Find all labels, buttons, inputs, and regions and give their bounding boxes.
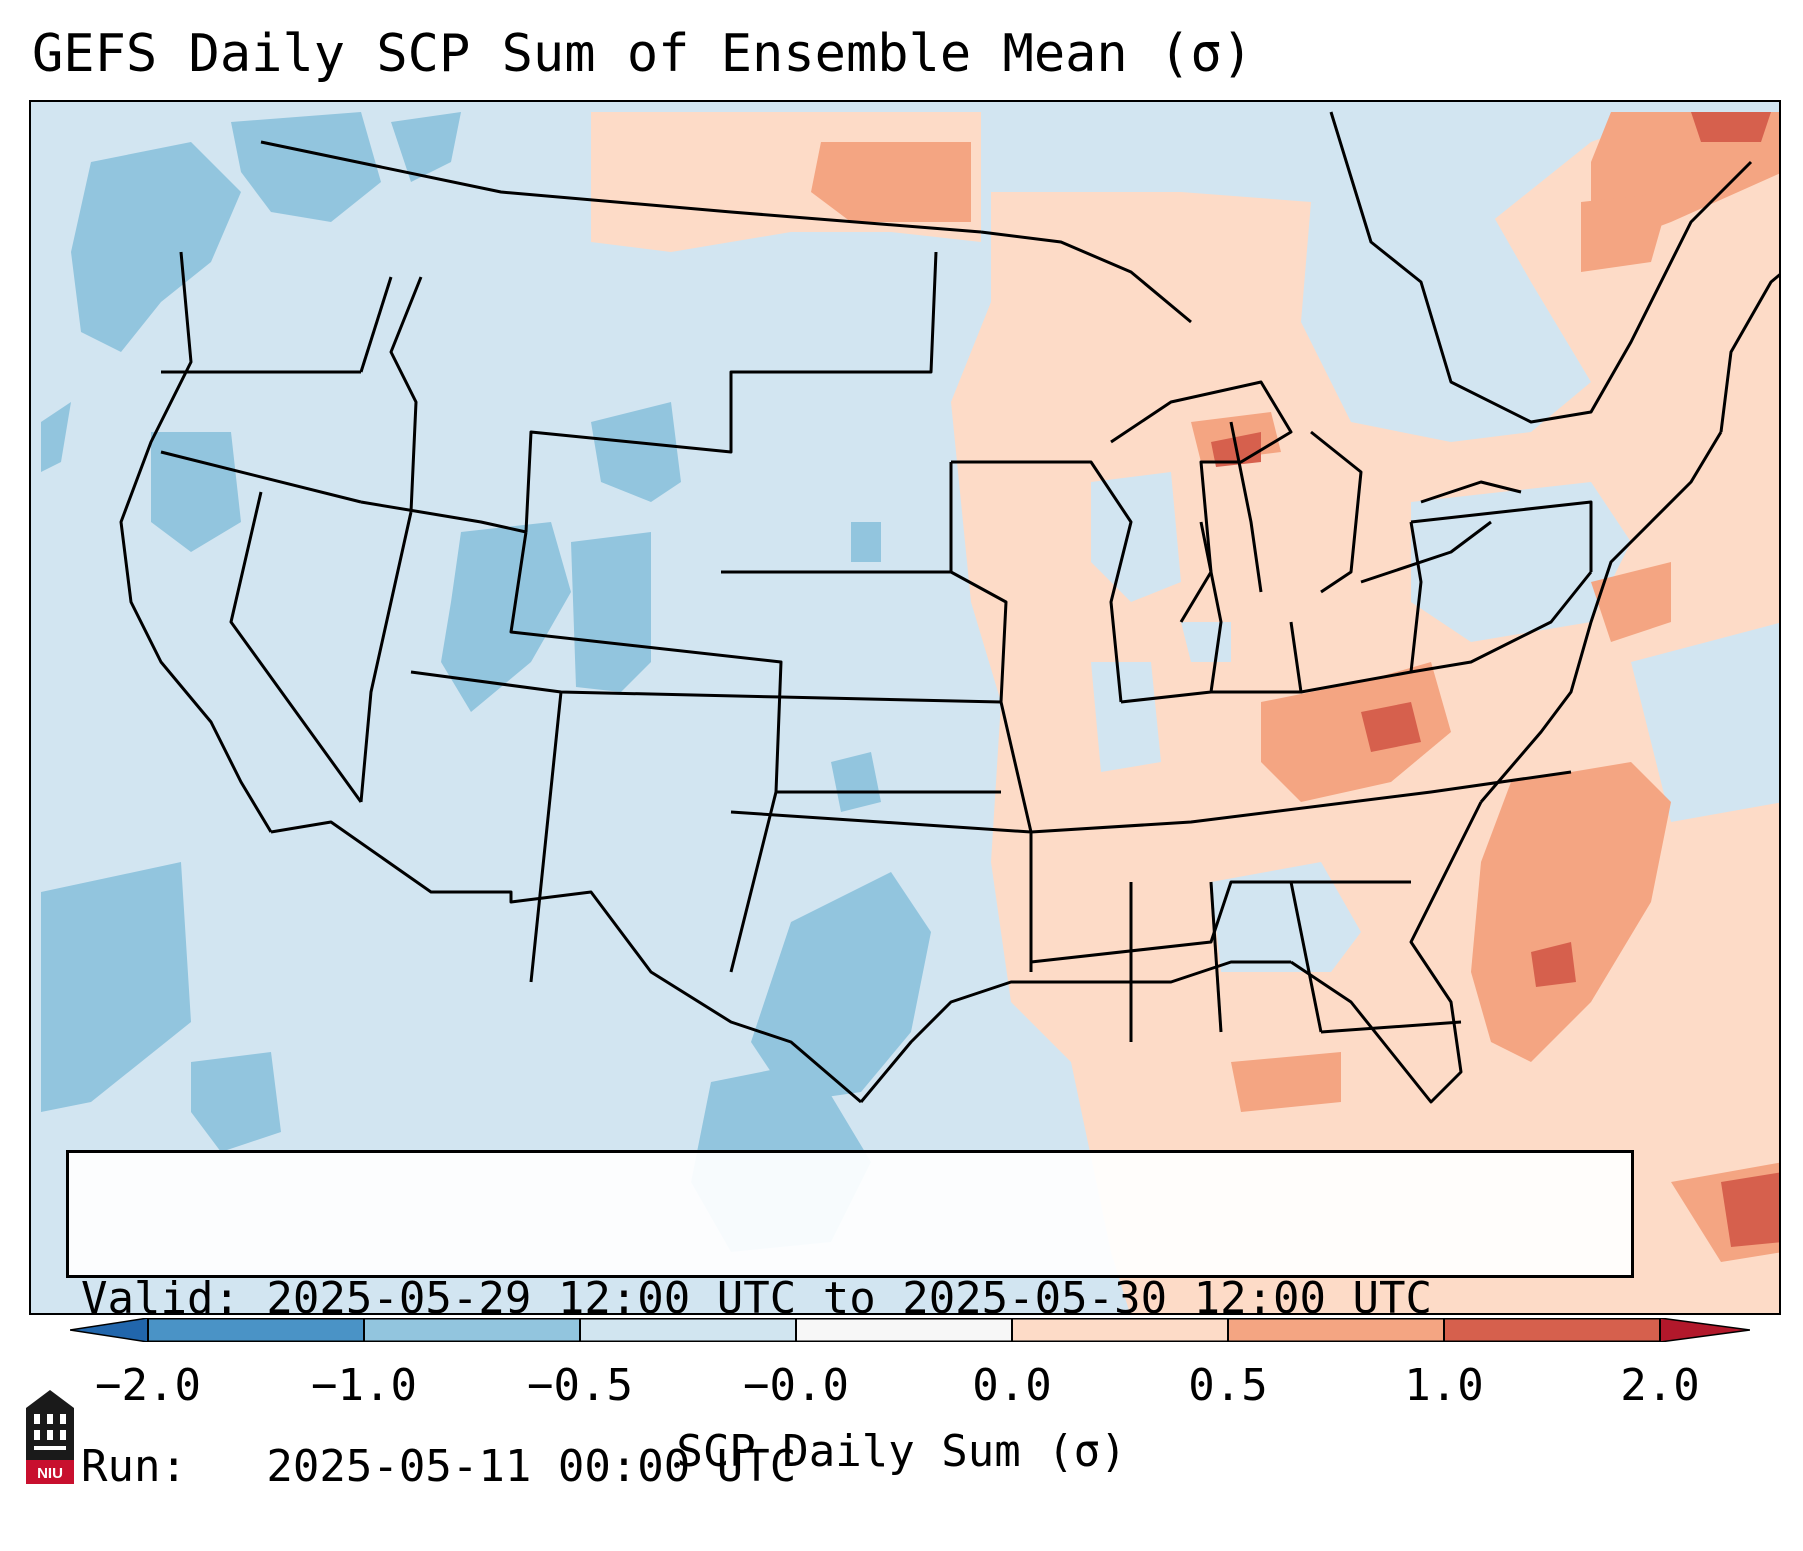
colorbar-tick-label: 2.0: [1620, 1360, 1700, 1411]
logo-text: NIU: [37, 1465, 63, 1482]
colorbar-tick-label: −1.0: [311, 1360, 417, 1411]
run-time-text: Run: 2025-05-11 00:00 UTC: [81, 1441, 797, 1492]
university-seal-icon: NIU: [26, 1390, 74, 1484]
valid-run-info-box: Valid: 2025-05-29 12:00 UTC to 2025-05-3…: [66, 1150, 1634, 1492]
colorbar-segment: [1444, 1318, 1660, 1342]
colorbar-tick-label: −2.0: [95, 1360, 201, 1411]
state-borders: [119, 111, 1779, 1104]
colorbar-tick-label: −0.0: [743, 1360, 849, 1411]
colorbar-tick-label: 0.5: [1188, 1360, 1268, 1411]
colorbar-ticks: [147, 1318, 1661, 1342]
colorbar-segment: [148, 1318, 364, 1342]
colorbar-segment: [364, 1318, 580, 1342]
valid-time-text: Valid: 2025-05-29 12:00 UTC to 2025-05-3…: [81, 1273, 1433, 1324]
map-title: GEFS Daily SCP Sum of Ensemble Mean (σ): [32, 24, 1253, 84]
colorbar-label: SCP Daily Sum (σ): [676, 1426, 1127, 1477]
scp-anomaly-map: [31, 102, 1779, 1313]
colorbar-extend-high: [1659, 1318, 1750, 1342]
neutral-regions-east: [1091, 202, 1779, 972]
colorbar-tick-label: 0.0: [972, 1360, 1052, 1411]
colorbar-segment: [1228, 1318, 1444, 1342]
colorbar-segment: [1012, 1318, 1228, 1342]
colorbar-tick-label: −0.5: [527, 1360, 633, 1411]
colorbar-segment: [580, 1318, 796, 1342]
colorbar-extend-low: [70, 1318, 149, 1342]
colorbar-segment: [796, 1318, 1012, 1342]
map-panel: [29, 100, 1781, 1315]
colorbar: [70, 1318, 1750, 1342]
colorbar-tick-label: 1.0: [1404, 1360, 1484, 1411]
